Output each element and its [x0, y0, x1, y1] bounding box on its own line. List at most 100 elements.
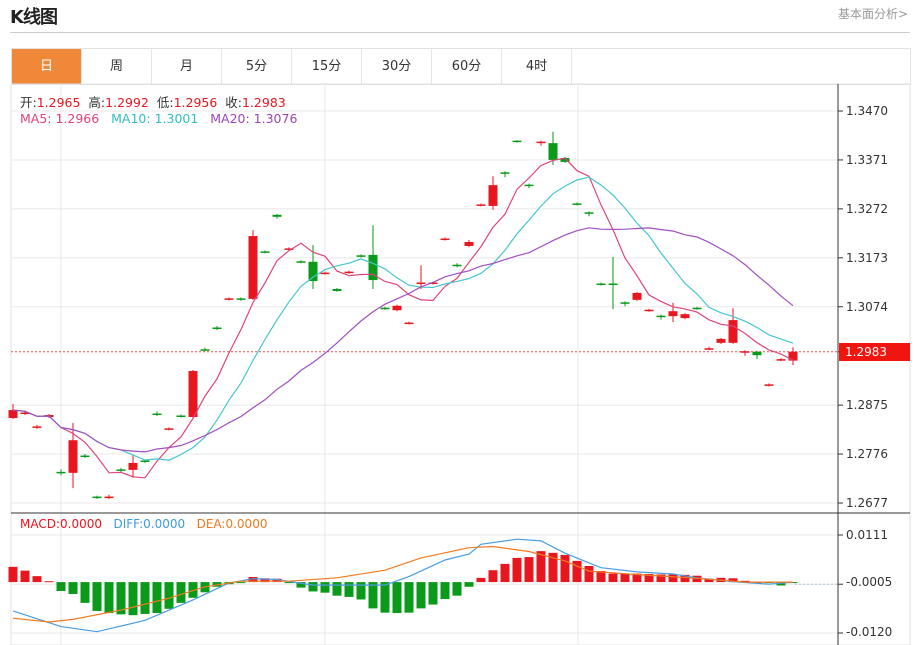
- candle-body: [260, 251, 270, 253]
- macd-bar: [188, 582, 198, 598]
- macd-bar: [20, 570, 30, 583]
- candle-body: [524, 184, 534, 187]
- macd-tick: -0.0120: [846, 625, 893, 639]
- candle-body: [716, 338, 726, 343]
- macd-bar: [440, 582, 450, 600]
- macd-bar: [248, 577, 258, 583]
- ohlc-legend: 开:1.2965 高:1.2992 低:1.2956 收:1.2983: [20, 92, 286, 111]
- macd-tick: 0.0111: [846, 528, 888, 542]
- candle-body: [392, 305, 402, 311]
- price-tick: 1.3272: [846, 202, 888, 216]
- candle-body: [116, 469, 126, 471]
- close-label: 收:: [225, 95, 242, 110]
- macd-bar: [80, 582, 90, 603]
- page-title: K线图: [10, 7, 58, 28]
- candle-body: [656, 315, 666, 318]
- macd-bar: [44, 581, 54, 583]
- candle-body: [380, 307, 390, 310]
- price-tick: 1.3470: [846, 104, 888, 118]
- macd-bar: [320, 582, 330, 593]
- candle-body: [680, 314, 690, 319]
- macd-bar: [740, 580, 750, 583]
- candle-body: [284, 248, 294, 250]
- candle-body: [416, 282, 426, 285]
- macd-bar: [452, 582, 462, 596]
- macd-bar: [332, 582, 342, 596]
- macd-bar: [128, 582, 138, 616]
- candle-body: [644, 309, 654, 312]
- tab-month[interactable]: 月: [152, 49, 222, 84]
- macd-bar: [380, 582, 390, 613]
- candle-body: [428, 282, 438, 285]
- dea-value: DEA:0.0000: [196, 517, 268, 531]
- candle-body: [128, 462, 138, 470]
- macd-bar: [620, 574, 630, 583]
- candle-body: [620, 302, 630, 304]
- macd-bar: [344, 582, 354, 597]
- macd-bar: [476, 577, 486, 583]
- ma20-legend: MA20: 1.3076: [210, 111, 298, 126]
- macd-bar: [560, 554, 570, 583]
- price-tick: 1.2776: [846, 447, 888, 461]
- price-tick: 1.2677: [846, 496, 888, 510]
- candle-body: [728, 320, 738, 343]
- macd-bar: [308, 582, 318, 592]
- macd-bar: [704, 578, 714, 583]
- candle-body: [404, 322, 414, 325]
- macd-bar: [296, 582, 306, 588]
- diff-value: DIFF:0.0000: [113, 517, 186, 531]
- macd-legend: MACD:0.0000 DIFF:0.0000 DEA:0.0000: [20, 517, 267, 531]
- candle-body: [632, 292, 642, 300]
- candle-body: [164, 428, 174, 430]
- macd-bar: [500, 563, 510, 583]
- candle-body: [68, 440, 78, 473]
- candle-body: [356, 255, 366, 257]
- macd-bar: [572, 560, 582, 583]
- macd-bar: [176, 582, 186, 603]
- ma10-line: [12, 176, 794, 461]
- candle-body: [248, 236, 258, 299]
- candle-body: [224, 298, 234, 300]
- tab-5min[interactable]: 5分: [222, 49, 292, 84]
- tab-30min[interactable]: 30分: [362, 49, 432, 84]
- candle-body: [344, 271, 354, 274]
- close-value: 1.2983: [241, 95, 286, 110]
- macd-bar: [236, 582, 246, 584]
- candle-body: [320, 272, 330, 275]
- candle-body: [752, 351, 762, 356]
- price-tick: 1.2875: [846, 398, 888, 412]
- macd-value: MACD:0.0000: [20, 517, 103, 531]
- candle-body: [20, 412, 30, 415]
- ma5-line: [12, 157, 794, 479]
- candle-body: [152, 413, 162, 416]
- candle-body: [548, 143, 558, 160]
- macd-bar: [692, 575, 702, 583]
- tab-15min[interactable]: 15分: [292, 49, 362, 84]
- high-label: 高:: [88, 95, 106, 110]
- candle-body: [272, 214, 282, 217]
- candle-body: [140, 460, 150, 462]
- candle-body: [704, 348, 714, 350]
- macd-bar: [680, 574, 690, 583]
- low-label: 低:: [156, 95, 174, 110]
- fundamental-analysis-link[interactable]: 基本面分析>: [837, 7, 908, 21]
- macd-bar: [104, 582, 114, 614]
- candle-body: [740, 351, 750, 353]
- tab-week[interactable]: 周: [82, 49, 152, 84]
- macd-bar: [644, 574, 654, 583]
- candle-body: [308, 261, 318, 282]
- candle-body: [92, 496, 102, 499]
- dea-line: [12, 545, 793, 623]
- tab-4hour[interactable]: 4时: [502, 49, 572, 84]
- macd-bar: [116, 582, 126, 615]
- price-tick: 1.3371: [846, 153, 888, 167]
- header-divider: [10, 32, 910, 33]
- tab-60min[interactable]: 60分: [432, 49, 502, 84]
- macd-bar: [524, 557, 534, 583]
- macd-bar: [356, 582, 366, 600]
- tab-day[interactable]: 日: [12, 49, 82, 84]
- macd-bar: [8, 566, 18, 583]
- candle-body: [332, 288, 342, 291]
- macd-bar: [140, 582, 150, 614]
